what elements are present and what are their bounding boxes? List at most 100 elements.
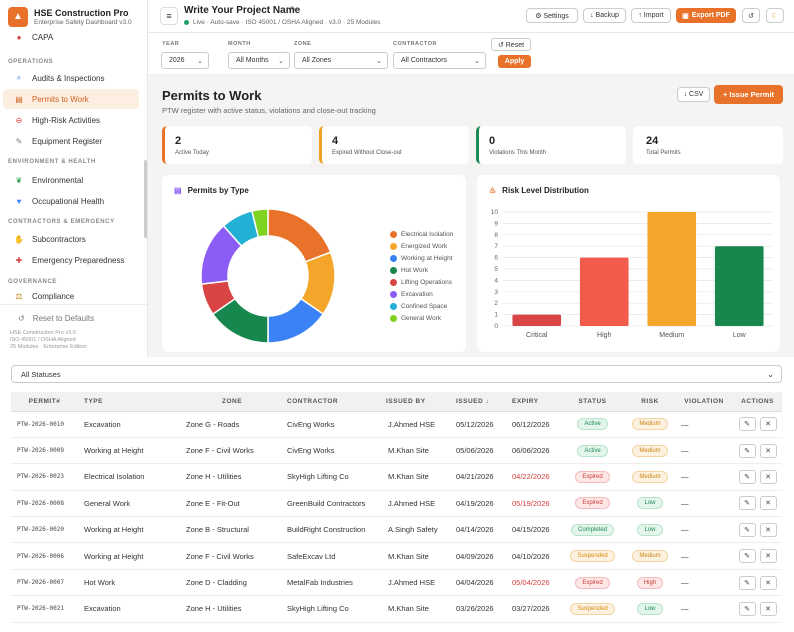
csv-export-button[interactable]: ↓ CSV bbox=[677, 87, 710, 102]
edit-permit-button[interactable]: ✎ bbox=[738, 601, 756, 616]
delete-permit-button[interactable]: ✕ bbox=[759, 443, 777, 458]
sidebar-item-occupational-health[interactable]: ♥ Occupational Health bbox=[3, 191, 139, 211]
cell-permit-id[interactable]: PTW-2026-0021 bbox=[17, 605, 64, 613]
section-contractors: CONTRACTORS & EMERGENCY bbox=[8, 219, 115, 225]
col-risk[interactable]: RISK bbox=[625, 392, 675, 412]
y-tick-label: 8 bbox=[494, 232, 498, 239]
donut-slice[interactable] bbox=[251, 208, 269, 239]
edit-permit-button[interactable]: ✎ bbox=[738, 496, 756, 511]
cell-permit-id[interactable]: PTW-2026-0008 bbox=[17, 499, 64, 507]
col-contractor[interactable]: CONTRACTOR bbox=[267, 392, 374, 412]
edit-permit-button[interactable]: ✎ bbox=[738, 417, 756, 432]
cell-permit-id[interactable]: PTW-2026-0010 bbox=[17, 420, 64, 428]
theme-toggle-button[interactable]: ☾ bbox=[766, 8, 784, 23]
export-pdf-button[interactable]: ▣ Export PDF bbox=[676, 8, 736, 23]
legend-item[interactable]: Hot Work bbox=[390, 264, 453, 276]
backup-button[interactable]: ↓ Backup bbox=[583, 8, 626, 23]
cell-permit-id[interactable]: PTW-2026-0007 bbox=[17, 579, 64, 587]
delete-permit-button[interactable]: ✕ bbox=[759, 496, 777, 511]
cell-expiry: 05/19/2026 bbox=[512, 498, 550, 508]
table-row[interactable]: PTW-2026-0020 Working at Height Zone B - S… bbox=[11, 517, 782, 543]
delete-permit-button[interactable]: ✕ bbox=[759, 417, 777, 432]
y-tick-label: 0 bbox=[494, 323, 498, 330]
legend-item[interactable]: Lifting Operations bbox=[390, 276, 453, 288]
delete-permit-button[interactable]: ✕ bbox=[759, 601, 777, 616]
sidebar-scrollbar[interactable] bbox=[144, 160, 147, 238]
delete-permit-button[interactable]: ✕ bbox=[759, 469, 777, 484]
table-row[interactable]: PTW-2026-0008 General Work Zone E - Fit-Ou… bbox=[11, 490, 782, 517]
sidebar-item-high-risk[interactable]: ⊖ High-Risk Activities bbox=[3, 110, 139, 130]
pencil-icon[interactable]: ✎ bbox=[290, 5, 297, 14]
sidebar-item-audits[interactable]: ⌕ Audits & Inspections bbox=[3, 68, 139, 88]
cell-issued-by: M.Khan Site bbox=[388, 446, 429, 456]
delete-permit-button[interactable]: ✕ bbox=[759, 549, 777, 564]
col-issued-by[interactable]: ISSUED BY bbox=[374, 392, 450, 412]
menu-toggle-button[interactable]: ≡ bbox=[160, 7, 178, 25]
edit-permit-button[interactable]: ✎ bbox=[738, 469, 756, 484]
table-row[interactable]: PTW-2026-0021 Excavation Zone H - Utilitie… bbox=[11, 596, 782, 623]
delete-permit-button[interactable]: ✕ bbox=[759, 575, 777, 590]
legend-item[interactable]: Excavation bbox=[390, 288, 453, 300]
sidebar-item-environmental[interactable]: ❦ Environmental bbox=[3, 170, 139, 190]
issue-permit-button[interactable]: + Issue Permit bbox=[714, 85, 783, 104]
col-zone[interactable]: ZONE bbox=[162, 392, 267, 412]
table-row[interactable]: PTW-2026-0006 Working at Height Zone F - C… bbox=[11, 543, 782, 570]
status-filter-select[interactable]: All Statuses ⌄ bbox=[11, 365, 782, 383]
bar-critical[interactable] bbox=[512, 314, 562, 326]
import-button[interactable]: ↑ Import bbox=[631, 8, 671, 23]
close-icon: ✕ bbox=[765, 579, 771, 587]
sidebar-item-capa[interactable]: ● CAPA bbox=[3, 30, 139, 44]
table-row[interactable]: PTW-2026-0010 Excavation Zone G - Roads Civ… bbox=[11, 411, 782, 438]
pencil-icon: ✎ bbox=[744, 447, 750, 455]
legend-item[interactable]: Confined Space bbox=[390, 300, 453, 312]
edit-permit-button[interactable]: ✎ bbox=[738, 549, 756, 564]
refresh-button[interactable]: ↺ bbox=[742, 8, 760, 23]
zone-select[interactable]: All Zones ⌄ bbox=[294, 52, 388, 69]
cell-permit-id[interactable]: PTW-2026-0023 bbox=[17, 473, 64, 481]
cell-issued: 04/09/2026 bbox=[456, 551, 494, 561]
settings-button[interactable]: ⚙ Settings bbox=[526, 8, 578, 23]
table-row[interactable]: PTW-2026-0023 Electrical Isolation Zone H … bbox=[11, 464, 782, 491]
cell-permit-id[interactable]: PTW-2026-0009 bbox=[17, 447, 64, 455]
col-permit[interactable]: PERMIT# bbox=[11, 392, 78, 412]
col-status[interactable]: STATUS bbox=[560, 392, 625, 412]
bar-medium[interactable] bbox=[647, 212, 697, 326]
year-select[interactable]: 2026 ⌄ bbox=[161, 52, 209, 69]
donut-slice[interactable] bbox=[267, 208, 332, 263]
apply-filters-button[interactable]: Apply bbox=[498, 55, 531, 68]
project-name[interactable]: Write Your Project Name bbox=[184, 5, 301, 16]
col-expiry[interactable]: EXPIRY bbox=[500, 392, 560, 412]
col-type[interactable]: TYPE bbox=[78, 392, 162, 412]
risk-badge: Medium bbox=[632, 444, 668, 457]
legend-item[interactable]: Electrical Isolation bbox=[390, 228, 453, 240]
col-violation[interactable]: VIOLATION bbox=[675, 392, 733, 412]
legend-item[interactable]: Working at Height bbox=[390, 252, 453, 264]
table-row[interactable]: PTW-2026-0007 Hot Work Zone D - Cladding Me… bbox=[11, 569, 782, 596]
col-issued[interactable]: ISSUED ↓ bbox=[450, 392, 500, 412]
reset-filters-button[interactable]: ↺ Reset bbox=[491, 38, 531, 51]
sidebar-item-label: Emergency Preparedness bbox=[32, 255, 125, 265]
status-badge: Active bbox=[577, 418, 608, 431]
delete-permit-button[interactable]: ✕ bbox=[759, 522, 777, 537]
edit-permit-button[interactable]: ✎ bbox=[738, 443, 756, 458]
edit-permit-button[interactable]: ✎ bbox=[738, 522, 756, 537]
bar-high[interactable] bbox=[579, 257, 629, 326]
legend-item[interactable]: General Work bbox=[390, 312, 453, 324]
bar-low[interactable] bbox=[714, 246, 764, 326]
contractor-select[interactable]: All Contractors ⌄ bbox=[393, 52, 486, 69]
sidebar-item-equipment[interactable]: ✎ Equipment Register bbox=[3, 131, 139, 151]
sidebar-item-emergency[interactable]: ✚ Emergency Preparedness bbox=[3, 250, 139, 270]
cell-permit-id[interactable]: PTW-2026-0020 bbox=[17, 526, 64, 534]
edit-permit-button[interactable]: ✎ bbox=[738, 575, 756, 590]
pencil-icon: ✎ bbox=[744, 500, 750, 508]
main-content: Permits to Work PTW register with active… bbox=[148, 75, 794, 357]
donut-chart bbox=[200, 208, 336, 344]
reset-defaults-button[interactable]: ↺ Reset to Defaults bbox=[0, 311, 147, 325]
sidebar-item-compliance[interactable]: ⚖ Compliance bbox=[3, 289, 139, 303]
cell-permit-id[interactable]: PTW-2026-0006 bbox=[17, 552, 64, 560]
sidebar-item-permits[interactable]: ▤ Permits to Work bbox=[3, 89, 139, 109]
table-row[interactable]: PTW-2026-0009 Working at Height Zone F - C… bbox=[11, 437, 782, 464]
legend-item[interactable]: Energized Work bbox=[390, 240, 453, 252]
month-select[interactable]: All Months ⌄ bbox=[228, 52, 290, 69]
sidebar-item-subcontractors[interactable]: ✋ Subcontractors bbox=[3, 229, 139, 249]
